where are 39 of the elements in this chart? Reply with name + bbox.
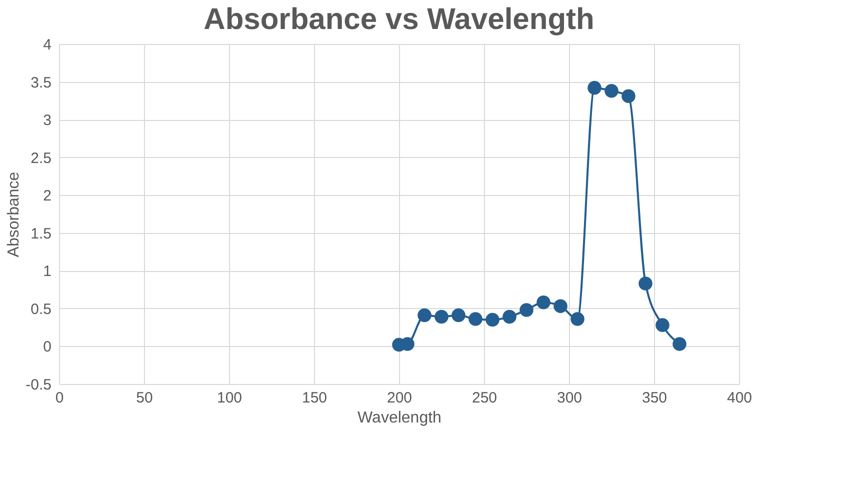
point (502, 310, 516, 324)
point (418, 308, 432, 322)
point (400, 337, 414, 351)
point (588, 80, 602, 95)
y-tick-label: 1 (43, 263, 52, 280)
x-tick-label: 250 (472, 390, 498, 406)
point (656, 318, 670, 332)
y-tick-label: 3 (43, 112, 52, 130)
x-tick-label: 300 (556, 390, 582, 406)
point (604, 84, 618, 98)
y-axis-title: Absorbance (6, 172, 23, 258)
y-tick-label: 0.5 (30, 300, 52, 318)
point (434, 310, 448, 324)
point (468, 312, 482, 326)
x-tick-label: 0 (55, 390, 64, 406)
y-tick-label: 0 (43, 338, 52, 356)
chart-title: Absorbance vs Wavelength (204, 3, 594, 36)
x-tick-label: 400 (726, 390, 752, 406)
y-tick-label: 3.5 (30, 74, 52, 92)
x-tick-label: 150 (302, 390, 328, 406)
y-tick-label: 2 (43, 188, 52, 205)
point (638, 276, 652, 290)
point (570, 312, 584, 326)
y-tick-label: 2.5 (30, 150, 52, 167)
x-tick-label: 50 (136, 390, 153, 406)
y-tick-label: -0.5 (26, 376, 52, 394)
y-tick-label: 4 (43, 36, 52, 54)
x-tick-label: 200 (386, 390, 412, 406)
point (622, 89, 636, 104)
point (536, 296, 550, 310)
point (672, 337, 686, 351)
point (452, 308, 466, 322)
x-axis-title: Wavelength (358, 410, 442, 426)
point (520, 303, 534, 317)
y-tick-label: 1.5 (30, 225, 52, 242)
point (554, 299, 568, 314)
x-tick-label: 100 (216, 390, 242, 406)
x-tick-label: 350 (642, 390, 668, 406)
point (486, 312, 500, 327)
